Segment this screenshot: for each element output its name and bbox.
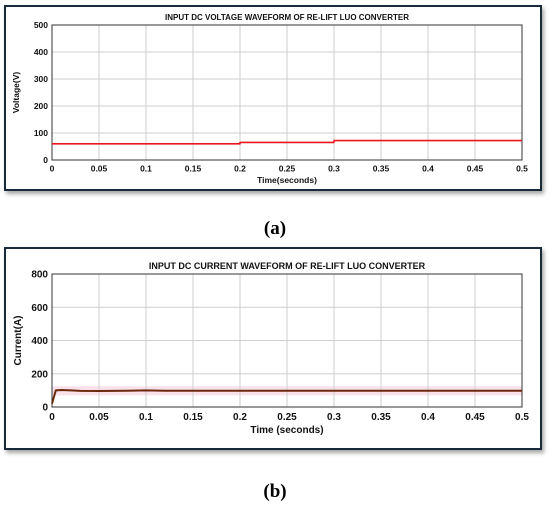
chart-current-x-tick-label: 0.25 bbox=[277, 412, 297, 423]
chart-current-title: INPUT DC CURRENT WAVEFORM OF RE-LIFT LUO… bbox=[149, 261, 426, 271]
chart-voltage-x-tick-label: 0.25 bbox=[279, 164, 296, 174]
chart-voltage-y-tick-label: 200 bbox=[34, 101, 48, 111]
chart-current-x-tick-label: 0.05 bbox=[89, 412, 109, 423]
caption-b: (b) bbox=[263, 481, 287, 502]
chart-current-x-tick-label: 0.5 bbox=[515, 412, 529, 423]
chart-voltage-x-axis-label: Time(seconds) bbox=[257, 175, 317, 185]
chart-voltage-x-tick-label: 0.5 bbox=[516, 164, 528, 174]
chart-voltage-x-tick-label: 0.4 bbox=[422, 164, 434, 174]
voltage-chart: 0 0.05 0.1 0.15 0.2 0.25 0.3 0.35 0.4 0.45 0.5 0 100… bbox=[11, 13, 528, 185]
caption-a: (a) bbox=[263, 218, 287, 239]
chart-current-x-tick-label: 0.3 bbox=[327, 412, 341, 423]
chart-voltage-x-tick-label: 0.3 bbox=[328, 164, 340, 174]
chart-current-y-axis-label: Current(A) bbox=[13, 316, 24, 366]
chart-current-x-tick-label: 0.1 bbox=[139, 412, 153, 423]
chart-voltage-y-tick-label: 100 bbox=[34, 128, 48, 138]
chart-voltage-x-tick-label: 0.15 bbox=[185, 164, 202, 174]
chart-current-x-axis-label: Time (seconds) bbox=[250, 425, 323, 436]
current-chart-panel: 0 0.05 0.1 0.15 0.2 0.25 0.3 0.35 0.4 0.45 0.5 0 200… bbox=[4, 247, 542, 450]
chart-voltage-y-tick-label: 0 bbox=[43, 155, 48, 165]
chart-current-y-tick-label: 200 bbox=[31, 369, 48, 380]
current-chart: 0 0.05 0.1 0.15 0.2 0.25 0.3 0.35 0.4 0.45 0.5 0 200… bbox=[13, 261, 529, 436]
chart-voltage-y-axis-label: Voltage(V) bbox=[11, 72, 21, 114]
chart-voltage-series-line bbox=[52, 139, 522, 145]
chart-voltage-x-tick-label: 0 bbox=[50, 164, 55, 174]
chart-voltage-x-tick-label: 0.05 bbox=[91, 164, 108, 174]
chart-current-y-tick-label: 0 bbox=[42, 403, 48, 414]
chart-voltage-y-tick-label: 300 bbox=[34, 74, 48, 84]
chart-current-x-tick-label: 0.35 bbox=[371, 412, 391, 423]
chart-current-x-tick-label: 0.2 bbox=[233, 412, 247, 423]
chart-voltage-x-tick-label: 0.45 bbox=[467, 164, 484, 174]
chart-voltage-x-tick-label: 0.1 bbox=[140, 164, 152, 174]
chart-current-plot-frame bbox=[51, 273, 523, 408]
chart-current-y-tick-label: 400 bbox=[31, 336, 48, 347]
chart-voltage-y-tick-label: 400 bbox=[34, 47, 48, 57]
chart-voltage-y-tick-label: 500 bbox=[34, 20, 48, 30]
chart-current-x-tick-label: 0.15 bbox=[183, 412, 203, 423]
voltage-chart-panel: 0 0.05 0.1 0.15 0.2 0.25 0.3 0.35 0.4 0.45 0.5 0 100… bbox=[4, 5, 542, 191]
chart-voltage-title: INPUT DC VOLTAGE WAVEFORM OF RE-LIFT LUO… bbox=[165, 13, 409, 22]
chart-current-y-tick-label: 800 bbox=[31, 270, 48, 281]
chart-voltage-x-tick-label: 0.2 bbox=[234, 164, 246, 174]
chart-current-x-tick-label: 0 bbox=[49, 412, 55, 423]
chart-current-series-line bbox=[51, 389, 522, 404]
chart-voltage-x-tick-label: 0.35 bbox=[373, 164, 390, 174]
chart-current-x-tick-label: 0.45 bbox=[465, 412, 485, 423]
chart-voltage-plot-frame bbox=[51, 24, 523, 161]
chart-current-y-tick-label: 600 bbox=[31, 303, 48, 314]
chart-current-x-tick-label: 0.4 bbox=[421, 412, 435, 423]
